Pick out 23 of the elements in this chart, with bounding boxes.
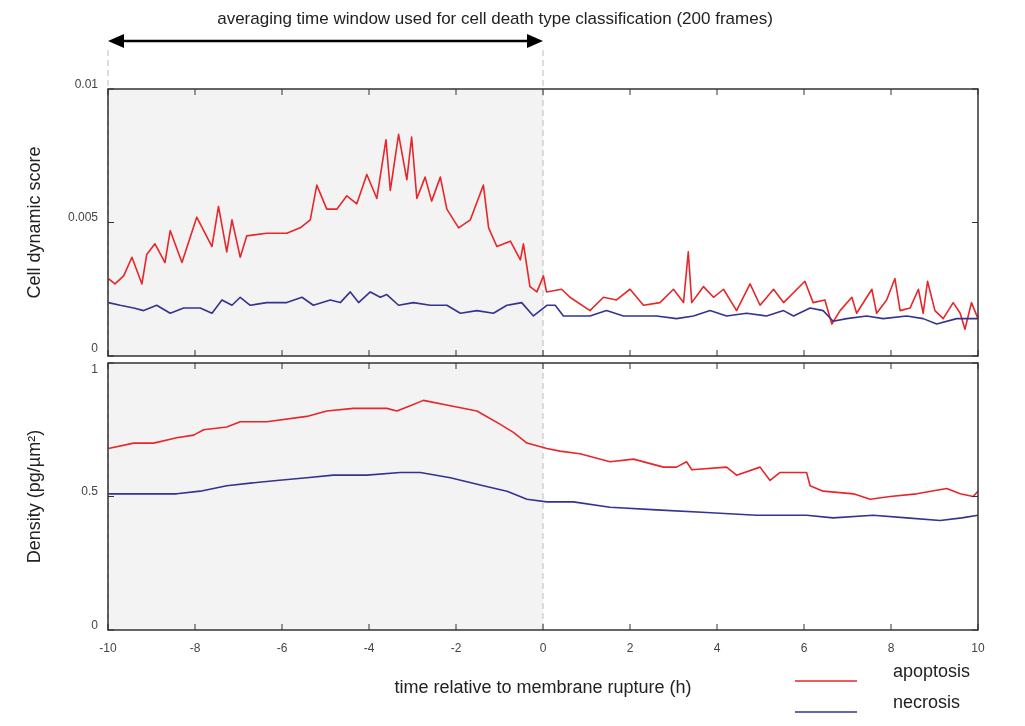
x-tick-label: -2 (450, 641, 462, 655)
x-tick-label: -10 (99, 641, 117, 655)
x-tick-label: 8 (887, 641, 895, 655)
x-tick-label: -4 (363, 641, 375, 655)
x-tick-label: 10 (971, 641, 985, 655)
legend-label: apoptosis (893, 661, 971, 681)
legend-label: necrosis (893, 692, 961, 712)
y-axis-title: Density (pg/µm²) (24, 429, 44, 564)
x-tick-label: 4 (713, 641, 721, 655)
y-tick-label: 0 (91, 617, 99, 632)
y-axis-title: Cell dynamic score (24, 146, 44, 299)
y-tick-label: 0.01 (74, 76, 99, 91)
text: averaging time window used for cell death type classification (200 frames) (217, 9, 773, 28)
x-tick-label: -6 (276, 641, 288, 655)
x-axis-title: time relative to membrane rupture (h) (394, 677, 692, 697)
x-tick-label: 2 (626, 641, 634, 655)
x-tick-label: 0 (539, 641, 547, 655)
y-tick-label: 0.5 (81, 484, 99, 499)
x-tick-label: -8 (189, 641, 201, 655)
x-tick-label: 6 (800, 641, 808, 655)
y-tick-label: 0 (91, 341, 99, 356)
y-tick-label: 0.005 (67, 210, 99, 225)
y-tick-label: 1 (91, 361, 99, 376)
